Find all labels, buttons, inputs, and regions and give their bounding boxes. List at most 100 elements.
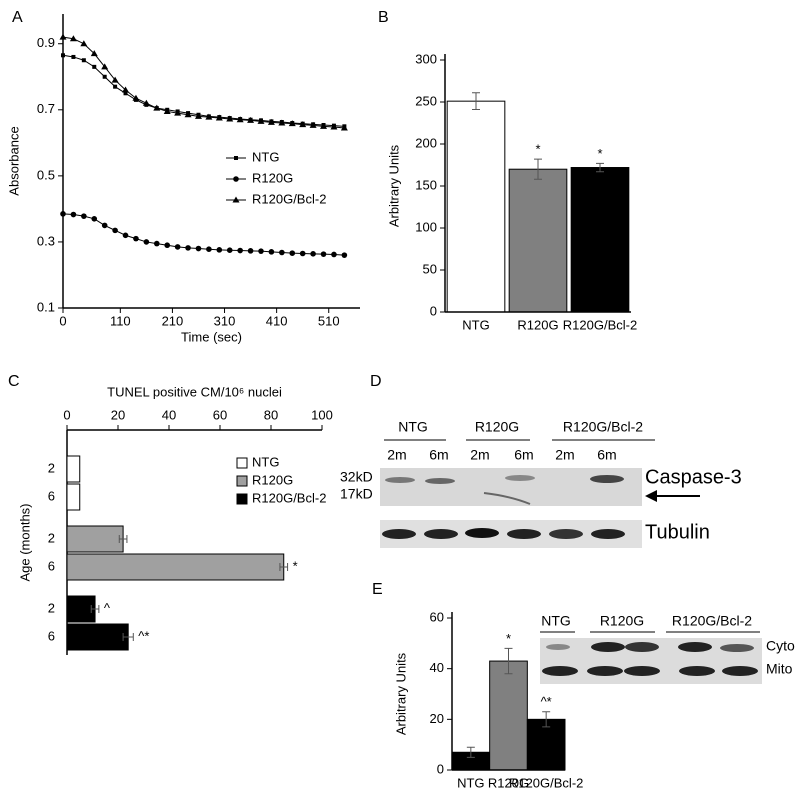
point (133, 235, 139, 242)
point (113, 84, 118, 89)
bar (570, 167, 630, 313)
band (722, 666, 758, 676)
y-tick-label: 200 (415, 135, 437, 150)
point (288, 120, 296, 127)
point (195, 245, 202, 252)
bar (66, 623, 129, 651)
marker-label: 17kD (340, 486, 373, 502)
band-label: Caspase-3 (645, 466, 742, 488)
panel-label: D (370, 373, 382, 390)
point (122, 86, 130, 93)
fraction-label: Mito (766, 661, 793, 677)
point (185, 245, 191, 251)
blot-group: R120G/Bcl-2 (563, 419, 643, 435)
y-tick-label: 150 (415, 177, 437, 192)
x-tick-label: 510 (318, 313, 340, 328)
point (71, 54, 76, 59)
band (465, 528, 499, 538)
point (194, 112, 202, 119)
y-tick-label: 0.1 (37, 299, 55, 314)
band (507, 529, 541, 539)
band (587, 666, 623, 676)
point (184, 111, 192, 118)
y-tick-label: 2 (48, 530, 55, 545)
band (591, 529, 625, 539)
point (153, 104, 161, 111)
error-bar (472, 92, 480, 111)
y-tick-label: 60 (430, 609, 444, 624)
y-axis-title: Age (months) (17, 503, 32, 581)
point (123, 91, 128, 96)
y-tick-label: 0.3 (37, 233, 55, 248)
band (425, 478, 455, 484)
band-label: Tubulin (645, 521, 710, 543)
point (153, 240, 160, 247)
point (247, 248, 254, 254)
y-tick-label: 0.5 (37, 167, 55, 182)
x-axis-title: TUNEL positive CM/10⁶ nuclei (107, 384, 282, 399)
arrow-head (645, 490, 657, 502)
band (591, 642, 625, 652)
point (330, 123, 338, 130)
legend-swatch (236, 457, 248, 469)
point (236, 116, 244, 123)
x-tick-label: 0 (63, 407, 70, 422)
point (111, 76, 119, 83)
point (226, 115, 234, 122)
point (92, 64, 97, 69)
bar (508, 168, 568, 313)
point (69, 35, 77, 42)
error-bar (596, 162, 604, 173)
annotation: * (597, 146, 602, 161)
annotation: * (506, 631, 511, 646)
error-bar (542, 711, 551, 728)
x-tick-label: 20 (111, 407, 125, 422)
point (164, 242, 171, 249)
y-tick-label: 250 (415, 93, 437, 108)
point (174, 109, 182, 116)
point (278, 119, 286, 126)
panel-label: B (378, 9, 389, 26)
legend-marker (233, 176, 239, 182)
point (101, 63, 109, 70)
lane-label: 2m (555, 447, 574, 463)
y-tick-label: 2 (48, 460, 55, 475)
legend-label: R120G (252, 472, 293, 487)
blot-d: NTG R120G R120G/Bcl-2 2m 6m 2m 6m 2m 6m … (340, 419, 742, 548)
point (268, 249, 275, 255)
point (340, 124, 348, 131)
point (237, 247, 243, 254)
band (483, 492, 531, 505)
bar (66, 595, 96, 623)
annotation: * (535, 142, 540, 157)
y-tick-label: 40 (430, 660, 444, 675)
point (299, 250, 306, 257)
x-tick-label: R120G/Bcl-2 (563, 317, 637, 332)
y-tick-label: 0.7 (37, 101, 55, 116)
point (341, 252, 348, 258)
y-axis-title: Absorbance (6, 126, 21, 195)
band (678, 642, 712, 652)
y-tick-label: 6 (48, 488, 55, 503)
point (122, 232, 129, 239)
point (310, 251, 316, 257)
error-bar (118, 535, 128, 543)
point (320, 122, 328, 129)
point (320, 251, 327, 257)
point (81, 213, 87, 219)
bar (526, 718, 566, 771)
bar (66, 525, 124, 553)
x-tick-label: 80 (264, 407, 278, 422)
point (267, 118, 275, 125)
point (60, 211, 66, 217)
point (80, 40, 88, 47)
lane-label: 2m (387, 447, 406, 463)
point (226, 247, 233, 253)
y-tick-label: 0 (437, 761, 444, 776)
blot-group: NTG (398, 419, 428, 435)
lane-label: 6m (597, 447, 616, 463)
x-tick-label: NTG (462, 317, 489, 332)
error-bar (279, 563, 289, 571)
x-tick-label: 410 (266, 313, 288, 328)
point (289, 250, 296, 256)
